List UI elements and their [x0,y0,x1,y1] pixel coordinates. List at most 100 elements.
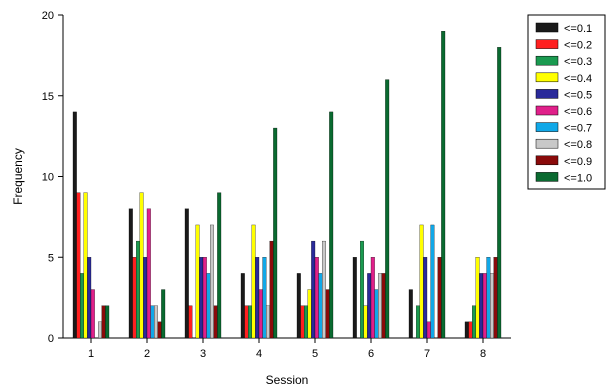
bar [367,273,372,339]
legend-label: <=0.3 [564,56,592,68]
legend-label: <=0.6 [564,106,592,118]
bar [195,224,200,339]
y-tick-label: 20 [42,10,54,22]
legend-swatch [535,89,559,99]
bar [300,305,305,339]
bar [266,305,270,339]
bar [329,111,334,339]
bar [213,305,218,339]
x-tick-label: 3 [200,348,206,360]
y-tick-label: 10 [42,172,54,184]
bar [464,321,469,339]
y-tick-label: 15 [42,91,54,103]
bar [80,273,84,339]
bar [482,273,487,339]
bar [76,192,81,339]
bar [472,305,476,339]
bar [318,273,323,339]
legend: <=0.1 <=0.2 <=0.3 <=0.4 <=0.5 <=0.6 <=0.7 <=0.8… [527,14,606,190]
bar [240,273,245,339]
x-tick-label: 8 [480,348,486,360]
bar [206,273,211,339]
bar [161,289,166,339]
legend-swatch [535,172,559,182]
bar [381,273,386,339]
bar [416,305,420,339]
y-tick-label: 0 [48,333,54,345]
bar [150,305,155,339]
bar [154,305,158,339]
bar [244,305,249,339]
bar [184,208,189,339]
legend-swatch [535,138,559,149]
bar [437,257,442,339]
bar [426,321,431,339]
bar [143,257,148,339]
x-tick-label: 6 [368,348,374,360]
legend-swatch [535,105,559,116]
bar [468,321,473,339]
legend-swatch [535,39,559,49]
legend-swatch [535,55,559,66]
legend-swatch [535,155,559,166]
bar [419,224,424,339]
bar [273,127,278,339]
legend-label: <=0.8 [564,139,592,151]
legend-label: <=0.1 [564,23,592,35]
bar [479,273,484,339]
bar [423,257,428,339]
bar [360,240,364,339]
bar [307,289,312,339]
bar [83,192,88,339]
legend-swatch [535,72,559,83]
x-tick-label: 2 [144,348,150,360]
bar [325,289,330,339]
bar [430,224,435,339]
bar [139,192,144,339]
bar [497,47,502,339]
bar [202,257,207,339]
y-axis-title: Frequency [11,148,25,205]
bar [493,257,498,339]
legend-label: <=0.7 [564,123,592,135]
bar [475,257,480,339]
bar [87,257,92,339]
x-tick-label: 7 [424,348,430,360]
bar [101,305,106,339]
bars [72,30,502,339]
y-tick-label: 5 [48,252,54,264]
bar [251,224,256,339]
bar [311,240,316,339]
bar [157,321,162,339]
bar [363,305,368,339]
bar [199,257,204,339]
bar [255,257,260,339]
bar [128,208,133,339]
bar [322,240,326,339]
x-tick-label: 5 [312,348,318,360]
bar [105,305,110,339]
x-axis-title: Session [266,373,309,387]
legend-label: <=0.2 [564,40,592,52]
bar [132,257,137,339]
bar [98,321,102,339]
bar [188,305,193,339]
legend-swatch [535,122,559,132]
bar [146,208,151,339]
bar [408,289,413,339]
bar [269,240,274,339]
bar [314,257,319,339]
bar [304,305,308,339]
bar [72,111,77,339]
legend-label: <=0.4 [564,73,592,85]
bar [258,289,263,339]
legend-swatch [535,22,559,33]
bar [378,273,382,339]
bar [262,257,267,339]
bar [370,257,375,339]
bar [441,30,446,339]
legend-label: <=0.9 [564,156,592,168]
bar [374,289,379,339]
bar [486,257,491,339]
